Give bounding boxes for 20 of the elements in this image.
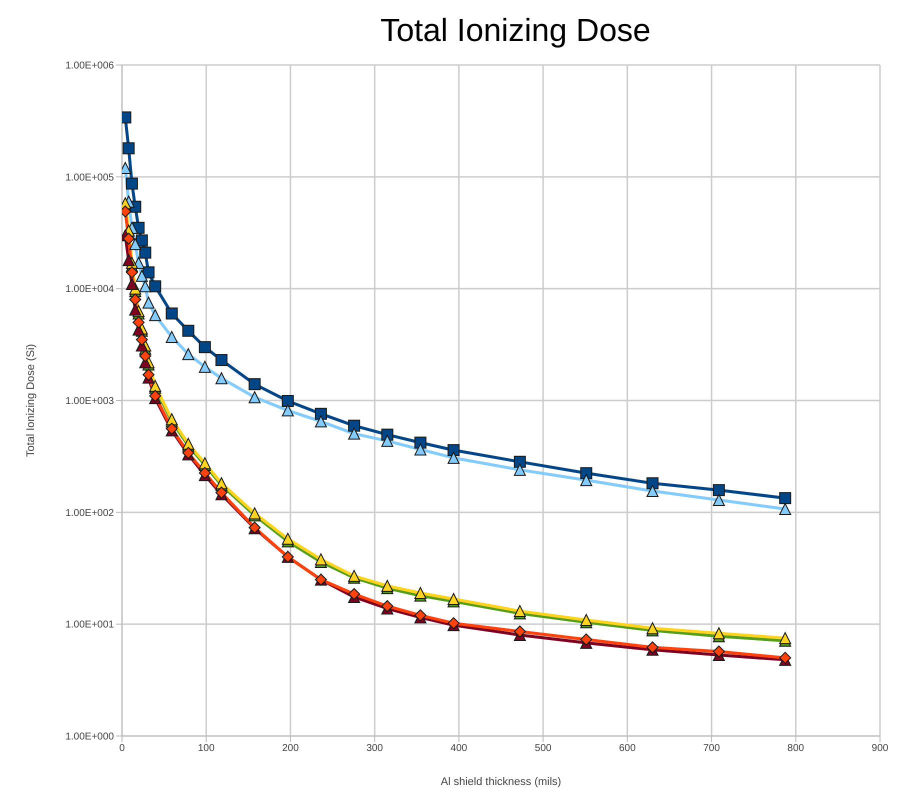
x-tick-label: 300 (366, 743, 384, 754)
x-tick-label: 800 (787, 743, 805, 754)
y-tick-label: 1.00E+002 (65, 508, 114, 519)
x-tick-label: 600 (618, 743, 636, 754)
x-tick-label: 0 (119, 743, 126, 754)
y-tick-label: 1.00E+006 (65, 60, 114, 72)
y-tick-label: 1.00E+004 (65, 284, 114, 296)
y-tick-label: 1.00E+003 (65, 396, 114, 408)
x-tick-label: 400 (450, 743, 468, 754)
y-tick-label: 1.00E+000 (65, 732, 114, 743)
x-tick-label: 100 (198, 743, 215, 754)
x-tick-label: 700 (703, 743, 720, 754)
x-axis-title: Al shield thickness (mils) (440, 776, 562, 788)
y-tick-label: 1.00E+005 (65, 172, 114, 184)
y-axis-title: Total Ionizing Dose (Si) (24, 344, 37, 458)
y-tick-label: 1.00E+001 (65, 620, 114, 631)
x-tick-label: 200 (282, 743, 300, 754)
chart-title: Total Ionizing Dose (380, 12, 651, 48)
x-tick-label: 900 (872, 743, 889, 754)
x-tick-label: 500 (534, 743, 552, 754)
